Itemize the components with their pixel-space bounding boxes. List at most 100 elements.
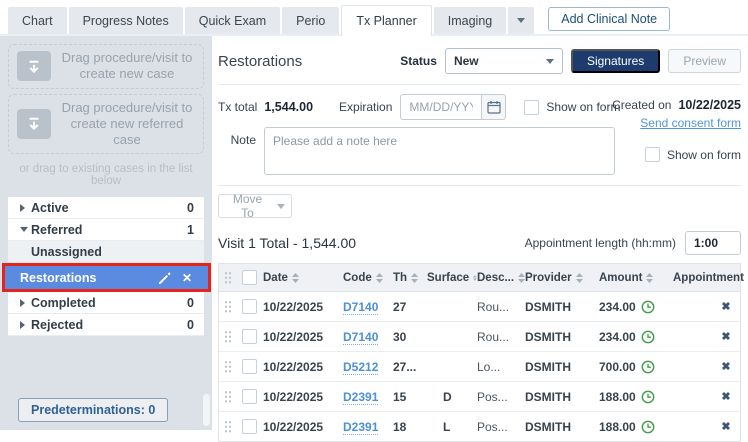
tab-tx-planner[interactable]: Tx Planner [341,5,432,36]
show-on-form-label: Show on form [546,100,621,114]
drag-dots-icon[interactable] [224,299,232,314]
status-selected-value: New [453,54,479,68]
clock-icon [641,330,655,343]
add-clinical-note-button[interactable]: Add Clinical Note [548,7,671,31]
amount-value: 234.00 [599,329,636,344]
status-label: Status [400,54,437,68]
send-consent-form-link[interactable]: Send consent form [640,116,741,130]
tooth-number: 18 [393,419,407,434]
move-to-button[interactable]: Move To [218,192,292,220]
procedure-description: Lo... [477,359,501,374]
provider-id: DSMITH [525,299,571,314]
procedure-code-link[interactable]: D2391 [343,419,379,435]
case-group-rejected[interactable]: Rejected 0 [8,314,204,337]
tab-quick-exam[interactable]: Quick Exam [184,7,281,34]
procedure-code-link[interactable]: D2391 [343,389,379,405]
select-all-checkbox[interactable] [241,270,257,285]
tab-overflow-menu[interactable] [508,7,535,34]
case-group-label: Active [31,200,69,215]
drag-dots-icon[interactable] [224,389,232,404]
column-header-appointment: Appointment [673,271,744,284]
case-detail-panel: Restorations Status New Signatures Previ… [212,36,748,442]
tab-imaging[interactable]: Imaging [433,7,507,34]
column-header-provider[interactable]: Provider [525,272,587,284]
table-row: 10/22/2025 D7140 30 Rou... DSMITH 234.00… [219,322,740,352]
tx-total-value: 1,544.00 [264,100,314,114]
procedure-code-link[interactable]: D7140 [343,299,379,315]
remove-procedure-button[interactable]: ✖ [721,361,731,373]
note-input[interactable] [264,127,615,175]
tab-perio[interactable]: Perio [282,7,340,34]
row-checkbox[interactable] [241,389,257,404]
drag-dots-icon[interactable] [224,270,232,285]
surface-value: L [443,419,451,434]
predeterminations-button[interactable]: Predeterminations: 0 [18,398,169,422]
column-header-code[interactable]: Code [343,272,393,284]
case-item-restorations-selected[interactable]: Restorations ✕ [5,266,208,289]
table-header-row: Date Code Th Surface Desc... Provider Am… [219,264,744,292]
appointment-length-input[interactable] [685,231,741,255]
case-group-count: 1 [187,222,194,237]
calendar-icon[interactable] [482,94,507,120]
row-checkbox[interactable] [241,419,257,434]
caret-right-icon [20,203,31,212]
drop-zone-new-referred-case[interactable]: Drag procedure/visit to create new refer… [8,93,204,155]
sort-arrows-icon [291,272,299,283]
drag-dots-icon[interactable] [224,359,232,374]
case-group-label: Referred [31,222,83,237]
caret-down-icon [517,18,526,23]
procedure-date: 10/22/2025 [263,359,324,374]
procedure-date: 10/22/2025 [263,419,324,434]
case-list: Active 0 Referred 1 Unassigned Restorati… [2,197,211,337]
drop-zone-new-case[interactable]: Drag procedure/visit to create new case [8,44,204,89]
surface-value: D [443,389,452,404]
signatures-button[interactable]: Signatures [570,49,661,73]
preview-button[interactable]: Preview [668,49,741,73]
delete-case-button[interactable]: ✕ [181,270,193,285]
case-group-referred[interactable]: Referred 1 [8,219,204,242]
case-item-unassigned[interactable]: Unassigned [8,241,204,264]
expiration-input[interactable] [400,94,483,120]
case-meta: Tx total 1,544.00 Expiration Show on for… [218,94,741,175]
column-header-date[interactable]: Date [263,272,343,284]
show-on-form-checkbox[interactable] [524,99,540,115]
caret-right-icon [20,320,31,329]
drop-zone-label: Drag procedure/visit to create new case [61,50,193,82]
remove-procedure-button[interactable]: ✖ [721,301,731,313]
remove-procedure-button[interactable]: ✖ [721,421,731,433]
procedure-code-link[interactable]: D5212 [343,359,379,375]
procedure-code-link[interactable]: D7140 [343,329,379,345]
sort-arrows-icon [575,272,583,283]
case-group-active[interactable]: Active 0 [8,197,204,220]
drag-dots-icon[interactable] [224,329,232,344]
status-select[interactable]: New [444,48,563,74]
case-group-completed[interactable]: Completed 0 [8,292,204,315]
remove-procedure-button[interactable]: ✖ [721,331,731,343]
remove-procedure-button[interactable]: ✖ [721,391,731,403]
column-header-desc[interactable]: Desc... [477,272,525,284]
drop-zone-label: Drag procedure/visit to create new refer… [61,99,193,148]
tooth-number: 27... [393,359,417,374]
note-label: Note [230,133,256,147]
show-on-form-label: Show on form [666,147,741,162]
case-group-count: 0 [187,295,194,310]
content-row: Drag procedure/visit to create new case … [0,36,748,442]
sort-arrows-icon [375,272,383,283]
tab-progress-notes[interactable]: Progress Notes [68,7,183,34]
column-header-surface[interactable]: Surface [427,272,477,284]
row-checkbox[interactable] [241,359,257,374]
note-show-on-form-checkbox[interactable] [644,147,660,162]
sidebar-scrollbar-thumb[interactable] [203,394,210,426]
tab-bar: Chart Progress Notes Quick Exam Perio Tx… [0,0,748,36]
drag-dots-icon[interactable] [224,419,232,434]
case-item-label: Restorations [20,270,97,285]
caret-right-icon [20,298,31,307]
column-header-amount[interactable]: Amount [587,272,673,284]
tab-chart[interactable]: Chart [8,7,67,34]
page-title: Restorations [218,52,303,70]
row-checkbox[interactable] [241,299,257,314]
row-checkbox[interactable] [241,329,257,344]
edit-case-button[interactable] [154,271,176,285]
column-header-th[interactable]: Th [393,272,427,284]
